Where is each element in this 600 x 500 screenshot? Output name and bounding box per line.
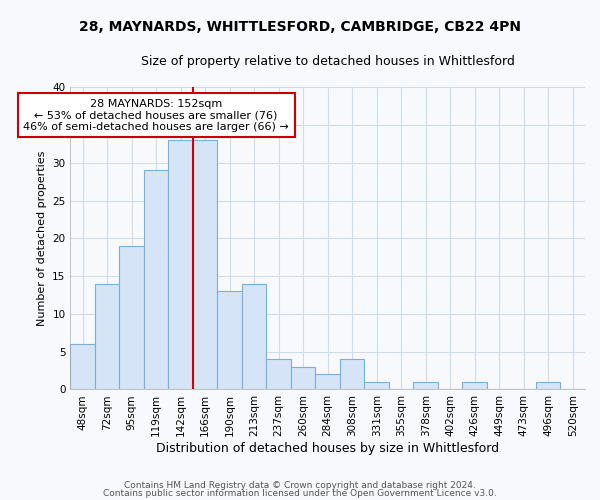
X-axis label: Distribution of detached houses by size in Whittlesford: Distribution of detached houses by size … [156, 442, 499, 455]
Bar [463, 382, 487, 390]
Bar [95, 284, 119, 390]
Bar [119, 246, 144, 390]
Y-axis label: Number of detached properties: Number of detached properties [37, 150, 47, 326]
Text: Contains public sector information licensed under the Open Government Licence v3: Contains public sector information licen… [103, 488, 497, 498]
Bar [340, 359, 364, 390]
Bar [364, 382, 389, 390]
Bar [316, 374, 340, 390]
Text: 28, MAYNARDS, WHITTLESFORD, CAMBRIDGE, CB22 4PN: 28, MAYNARDS, WHITTLESFORD, CAMBRIDGE, C… [79, 20, 521, 34]
Bar [169, 140, 193, 390]
Text: 28 MAYNARDS: 152sqm
← 53% of detached houses are smaller (76)
46% of semi-detach: 28 MAYNARDS: 152sqm ← 53% of detached ho… [23, 98, 289, 132]
Bar [144, 170, 169, 390]
Bar [217, 291, 242, 390]
Title: Size of property relative to detached houses in Whittlesford: Size of property relative to detached ho… [141, 55, 515, 68]
Bar [242, 284, 266, 390]
Bar [413, 382, 438, 390]
Bar [193, 140, 217, 390]
Bar [266, 359, 291, 390]
Bar [291, 367, 316, 390]
Text: Contains HM Land Registry data © Crown copyright and database right 2024.: Contains HM Land Registry data © Crown c… [124, 481, 476, 490]
Bar [536, 382, 560, 390]
Bar [70, 344, 95, 390]
